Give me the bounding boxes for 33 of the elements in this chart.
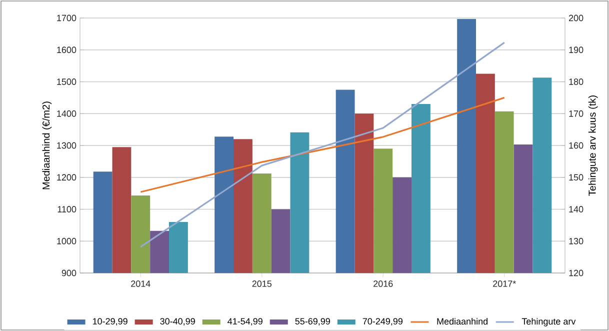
y2-tick-label: 140 <box>569 206 584 212</box>
legend-label: 30-40,99 <box>160 318 195 326</box>
y-tick-label: 1200 <box>57 174 76 181</box>
y2-tick-label: 190 <box>569 46 584 54</box>
y2-tick-label: 130 <box>569 238 584 244</box>
y2-tick-label: 160 <box>569 142 584 149</box>
y2-tick-label: 170 <box>569 110 584 117</box>
y-tick-label: 1400 <box>57 110 76 117</box>
legend-label: 70-249,99 <box>362 318 403 326</box>
y2-tick-label: 150 <box>569 174 584 181</box>
legend-label: Tehingute arv <box>522 318 576 326</box>
x-tick-label: 2017* <box>493 280 516 287</box>
y2-tick-label: 180 <box>569 78 584 85</box>
y2-tick-label: 200 <box>568 14 584 22</box>
y-tick-label: 1600 <box>57 46 76 54</box>
line-series <box>140 96 506 193</box>
y-tick-label: 1700 <box>57 14 76 22</box>
x-tick-label: 2016 <box>374 280 393 287</box>
y-tick-label: 1100 <box>58 206 76 212</box>
legend-label: 41-54,99 <box>228 318 262 326</box>
y2-axis-title: Tehingute arv kuus (tk) <box>588 96 598 196</box>
y-tick-label: 1500 <box>57 78 76 85</box>
x-tick-label: 2015 <box>252 280 272 287</box>
legend-label: 55-69,99 <box>295 318 330 326</box>
y-axis-title: Mediaanhind (€/m2) <box>42 102 52 190</box>
legend-label: Mediaanhind <box>437 318 488 325</box>
y-tick-label: 1300 <box>57 142 76 149</box>
legend-label: 10-29,99 <box>92 318 128 326</box>
y-tick-label: 1000 <box>57 238 76 244</box>
x-tick-label: 2014 <box>131 280 150 287</box>
y2-tick-label: 120 <box>569 270 584 276</box>
y-tick-label: 900 <box>62 270 76 276</box>
line-series <box>140 42 506 248</box>
